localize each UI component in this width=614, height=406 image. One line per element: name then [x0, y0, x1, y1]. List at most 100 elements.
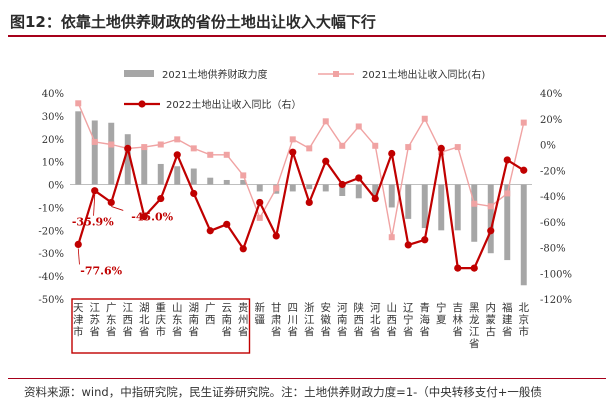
line-2021-revenue-yoy	[77, 103, 525, 238]
left-axis-tick-label: -50%	[38, 295, 64, 306]
point-2021-北京市	[520, 119, 527, 126]
point-2022-北京市	[520, 166, 528, 174]
right-axis-tick-label: 40%	[540, 89, 562, 100]
left-axis-tick-label: 40%	[42, 89, 64, 100]
category-label-湖北省: 北	[139, 314, 150, 326]
category-label-辽宁省: 宁	[403, 313, 414, 326]
line-2022-revenue-yoy	[77, 147, 525, 270]
right-axis-tick-label: -100%	[540, 269, 572, 280]
chart: 40% 30% 20% 10% 0% -10% -20% -30% -40% -50% 40% 20%…	[38, 68, 572, 354]
category-label-重庆市: 庆	[156, 313, 167, 326]
figure-title: 图12：依靠土地供养财政的省份土地出让收入大幅下行	[10, 13, 376, 31]
point-2021-重庆市	[157, 141, 164, 148]
bar-安徽省	[322, 184, 329, 192]
category-label-河北省: 河	[370, 302, 381, 314]
point-2022-福建省	[503, 156, 511, 164]
legend-swatch-bar	[124, 70, 154, 77]
category-label-陕西省: 西	[354, 314, 365, 326]
left-axis-tick-label: -20%	[38, 226, 64, 237]
axes-layer: 40% 30% 20% 10% 0% -10% -20% -30% -40% -50% 40% 20%…	[38, 89, 572, 354]
bars-layer	[75, 111, 527, 286]
category-label-湖南省: 南	[189, 313, 200, 326]
category-label-山西省: 省	[387, 325, 398, 338]
point-2022-甘肃省	[272, 232, 280, 240]
left-axis-tick-label: -30%	[38, 249, 64, 260]
category-label-宁夏: 夏	[436, 314, 447, 326]
point-2022-河北省	[371, 194, 379, 203]
category-label-黑龙江省: 江	[469, 326, 480, 338]
point-2022-宁夏	[437, 144, 445, 152]
point-2022-湖北省	[140, 213, 148, 221]
point-2022-河南省	[338, 180, 346, 189]
point-2022-浙江省	[305, 198, 313, 207]
bar-黑龙江省	[471, 184, 478, 242]
category-label-黑龙江省: 黑	[469, 302, 480, 314]
category-label-内蒙古: 蒙	[486, 313, 497, 326]
bar-福建省	[504, 184, 511, 261]
point-2021-四川省	[289, 136, 296, 143]
bar-广东省	[108, 122, 115, 185]
point-2021-山西省	[388, 234, 395, 241]
category-label-陕西省: 陕	[354, 301, 365, 314]
category-label-山东省: 省	[172, 325, 183, 338]
category-label-天津市: 天	[73, 302, 84, 314]
point-2021-浙江省	[306, 145, 313, 152]
category-label-吉林省: 吉	[453, 302, 464, 314]
source-note: 资料来源：wind，中指研究院，民生证券研究院。注：土地供养财政力度=1-（中央…	[24, 385, 542, 399]
category-label-辽宁省: 辽	[403, 302, 414, 314]
point-2021-江苏省	[91, 138, 98, 145]
title-bar: 图12：依靠土地供养财政的省份土地出让收入大幅下行	[0, 0, 614, 40]
category-label-湖北省: 省	[139, 325, 150, 338]
category-label-河南省: 河	[337, 302, 348, 314]
category-label-福建省: 福	[502, 301, 513, 314]
point-2022-吉林省	[454, 264, 462, 272]
bar-北京市	[520, 184, 527, 286]
category-label-北京市: 市	[519, 325, 530, 338]
category-label-四川省: 四	[288, 302, 299, 314]
left-axis-tick-label: 10%	[42, 158, 64, 169]
category-label-安徽省: 省	[321, 325, 332, 338]
point-2021-山东省	[174, 136, 181, 143]
category-label-河北省: 省	[370, 325, 381, 338]
category-label-广西: 西	[205, 314, 216, 326]
category-label-云南省: 省	[222, 325, 233, 338]
legend-marker-2022	[138, 100, 146, 108]
left-axis-tick-label: 30%	[42, 112, 64, 123]
category-label-浙江省: 浙	[304, 302, 315, 314]
highlight-box	[71, 298, 251, 354]
point-2021-甘肃省	[273, 185, 280, 192]
category-label-江苏省: 苏	[90, 313, 101, 326]
point-2021-湖南省	[190, 145, 197, 152]
bar-山西省	[388, 184, 395, 208]
left-axis-tick-label: -10%	[38, 203, 64, 214]
bar-山东省	[174, 166, 181, 185]
category-label-北京市: 北	[519, 302, 530, 314]
category-label-湖南省: 省	[189, 325, 200, 338]
right-axis-tick-label: 0%	[540, 141, 556, 152]
category-label-广西: 广	[205, 302, 216, 314]
legend-layer: 2021土地供养财政力度 2021土地出让收入同比(右) 2022土地出让收入同比（…	[124, 68, 485, 111]
annotation-connector-江苏省	[93, 194, 96, 216]
point-2021-陕西省	[355, 123, 362, 130]
category-label-河北省: 北	[370, 314, 381, 326]
category-label-福建省: 省	[502, 325, 513, 338]
bar-陕西省	[355, 184, 362, 199]
category-label-甘肃省: 省	[271, 325, 282, 338]
point-2022-江苏省	[91, 187, 99, 195]
point-2022-黑龙江省	[470, 264, 478, 272]
left-axis-tick-label: 20%	[42, 135, 64, 146]
legend-marker-2021	[333, 71, 339, 77]
category-label-陕西省: 省	[354, 325, 365, 338]
point-2022-贵州省	[239, 245, 247, 253]
category-label-广东省: 省	[106, 325, 117, 338]
category-label-江西省: 西	[123, 314, 134, 326]
category-label-辽宁省: 省	[403, 325, 414, 338]
bar-广西	[207, 177, 214, 185]
category-label-云南省: 南	[222, 313, 233, 326]
annotation-天津市: -77.6%	[80, 264, 122, 277]
category-label-江苏省: 省	[90, 325, 101, 338]
category-label-安徽省: 徽	[321, 313, 332, 326]
category-label-内蒙古: 内	[486, 301, 497, 314]
point-2021-河北省	[372, 142, 379, 149]
point-2022-陕西省	[355, 174, 363, 182]
